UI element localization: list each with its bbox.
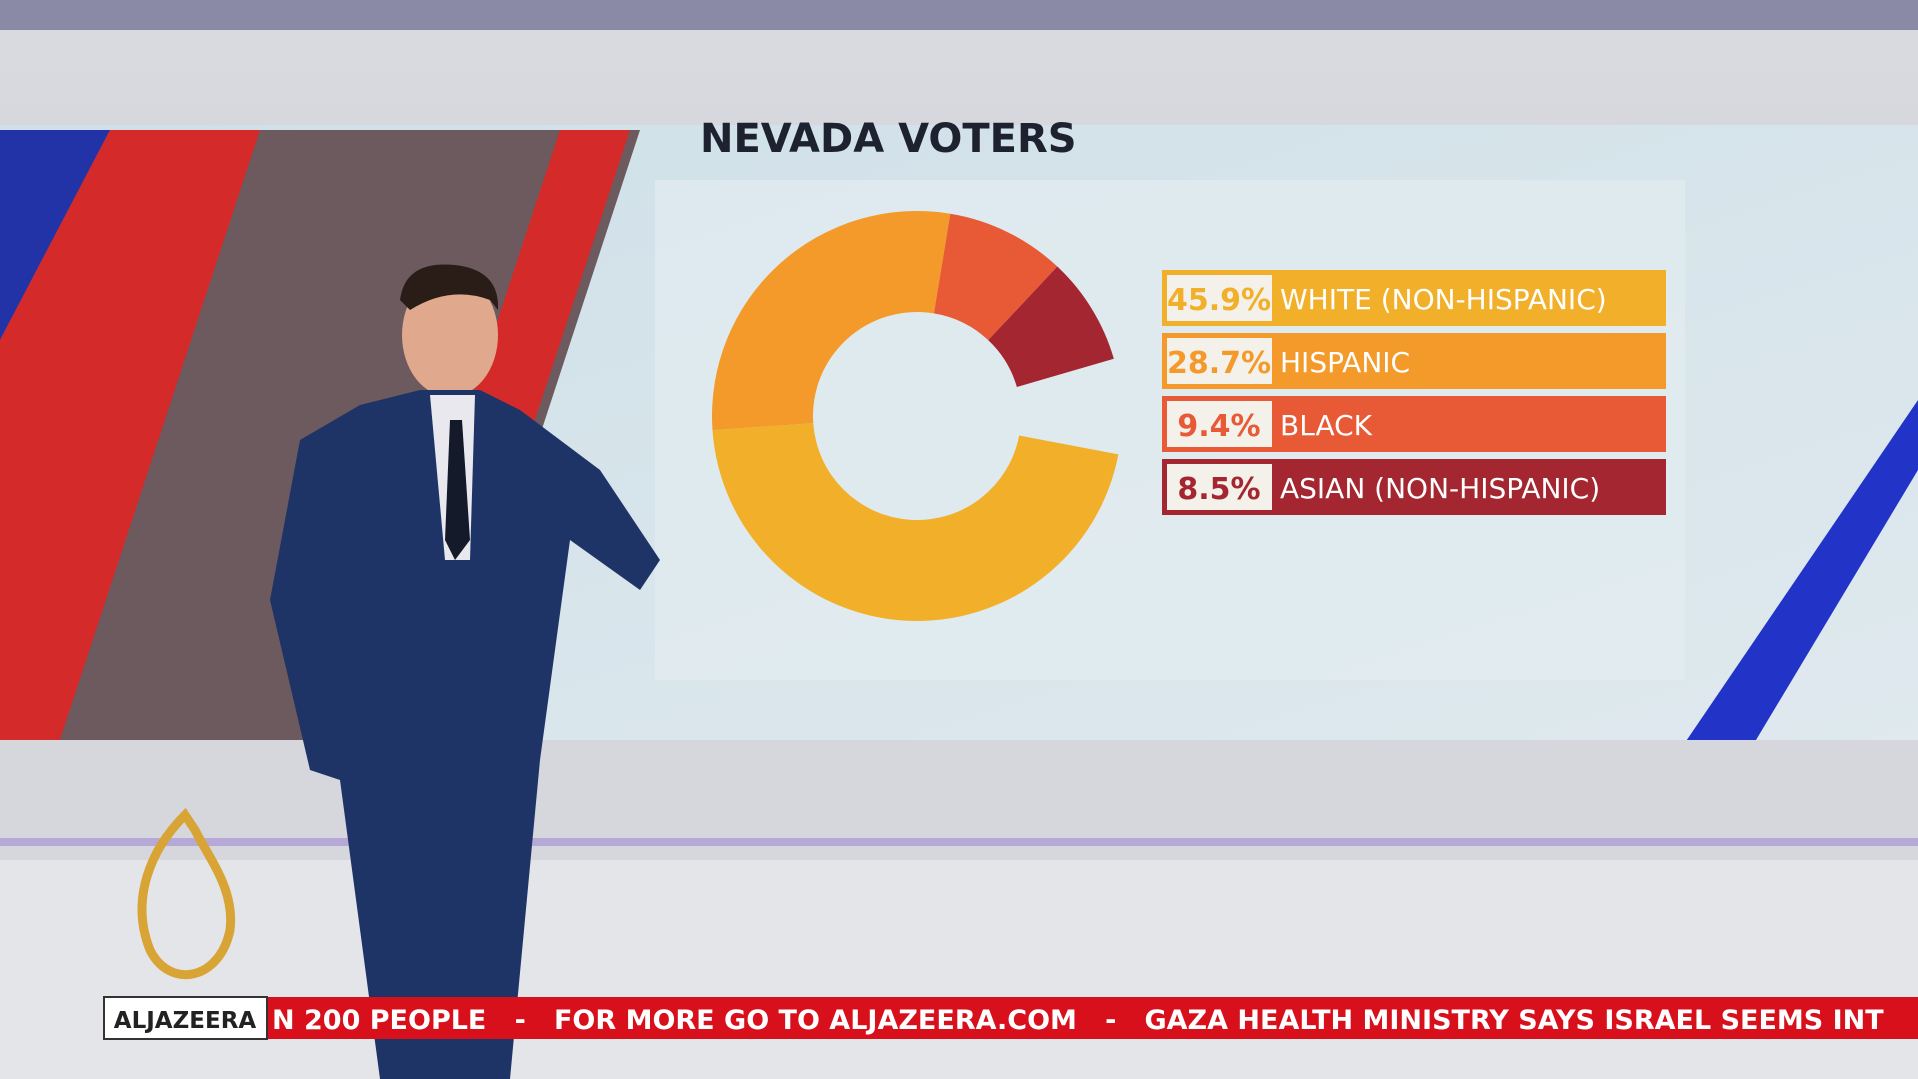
legend: 45.9% WHITE (NON-HISPANIC) 28.7% HISPANIC 9.…	[1162, 270, 1666, 515]
legend-value: 9.4%	[1177, 409, 1260, 444]
ceiling-light	[0, 0, 1918, 30]
channel-logo	[137, 807, 236, 980]
legend-value: 45.9%	[1167, 283, 1271, 318]
legend-label: ASIAN (NON-HISPANIC)	[1280, 472, 1600, 505]
chart-title: NEVADA VOTERS	[700, 116, 1077, 162]
legend-label: WHITE (NON-HISPANIC)	[1280, 283, 1607, 316]
ticker-bar	[267, 997, 1918, 1039]
presenter	[270, 264, 660, 1079]
donut-slice	[712, 210, 951, 431]
legend-label: BLACK	[1280, 409, 1373, 442]
logo-box	[103, 996, 268, 1040]
logo-text: ALJAZEERA	[114, 1008, 257, 1034]
donut-slice	[988, 266, 1114, 387]
donut-chart	[712, 210, 1119, 622]
legend-value: 8.5%	[1177, 472, 1260, 507]
legend-value-box	[1167, 401, 1272, 447]
legend-value-box	[1167, 338, 1272, 384]
donut-slice	[712, 423, 1119, 622]
legend-value: 28.7%	[1167, 346, 1271, 381]
floor	[0, 860, 1918, 1079]
stage-light	[0, 838, 1918, 846]
ticker-text: N 200 PEOPLE - FOR MORE GO TO ALJAZEERA.…	[272, 1005, 1884, 1036]
legend-value-box	[1167, 275, 1272, 321]
donut-slice	[933, 213, 1058, 341]
legend-value-box	[1167, 464, 1272, 510]
legend-label: HISPANIC	[1280, 346, 1410, 379]
ticker: N 200 PEOPLE - FOR MORE GO TO ALJAZEERA.…	[103, 996, 1918, 1040]
